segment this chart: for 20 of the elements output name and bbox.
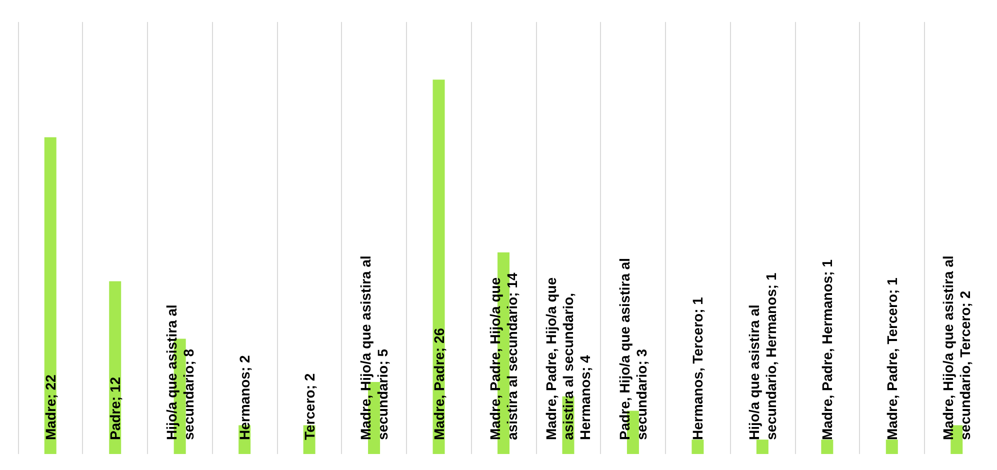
- data-label: Madre, Padre, Hijo/a que asistira al secundario; 14: [487, 272, 520, 440]
- bar: [44, 137, 56, 454]
- data-label: Madre; 22: [42, 374, 58, 440]
- data-label: Hermanos, Tercero; 1: [690, 296, 706, 440]
- data-label: Padre, Hijo/a que asistira al secundario; 3: [616, 254, 650, 440]
- data-label: Madre, Padre, Tercero; 1: [884, 277, 900, 440]
- bar: [692, 440, 704, 454]
- bar: [886, 440, 898, 454]
- data-label: Madre, Padre, Hermanos; 1: [819, 259, 836, 440]
- data-label: Madre, Padre; 26: [430, 328, 447, 440]
- data-label: Hermanos; 2: [236, 354, 253, 440]
- data-label: Padre; 12: [107, 376, 124, 440]
- bar: [756, 440, 768, 454]
- data-label: Hijo/a que asistira al secundario, Hermanos; 1: [746, 272, 779, 440]
- data-label: Madre, Hijo/a que asistira al secundario; 5: [358, 252, 391, 440]
- bar: [821, 440, 834, 454]
- data-label: Hijo/a que asistira al secundario; 8: [163, 300, 196, 440]
- data-label: Madre, Hijo/a que asistira al secundario, Tercero; 2: [940, 252, 974, 440]
- data-label: Tercero; 2: [301, 373, 318, 440]
- data-label: Madre, Padre, Hijo/a que asistira al secundario, Hermanos; 4: [543, 274, 594, 440]
